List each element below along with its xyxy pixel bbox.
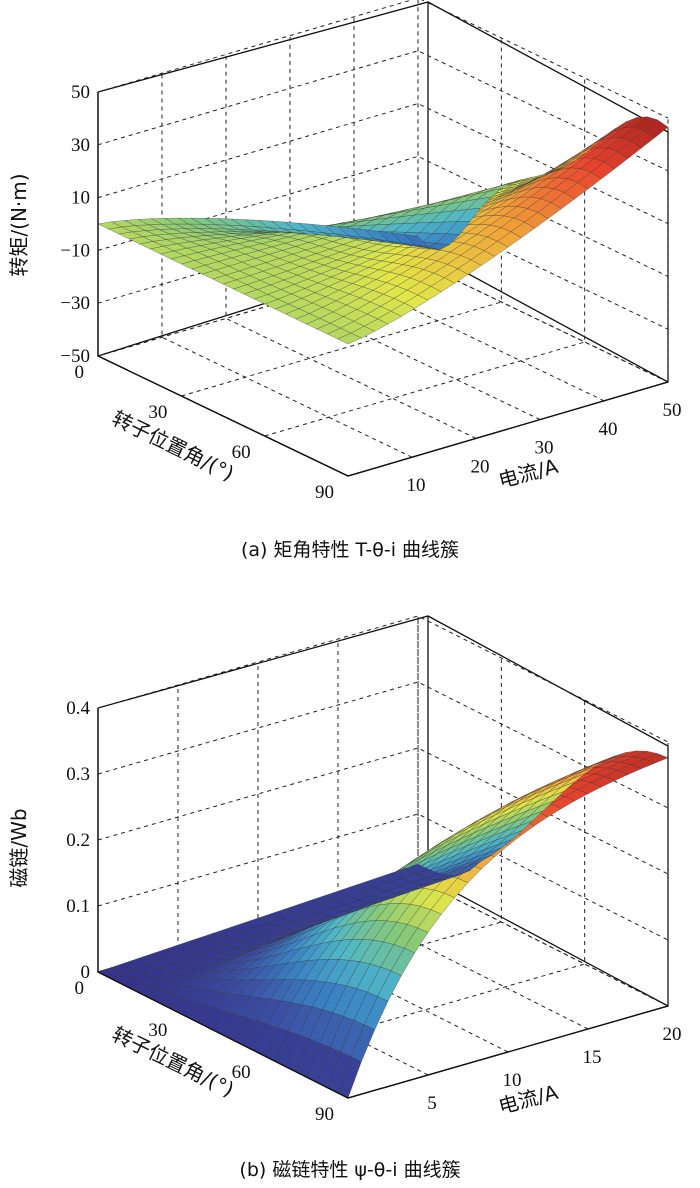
plot-a-y-axis (97, 355, 349, 477)
plot-a-ticks: 50 30 10 −10 −30 −50 10 20 30 40 50 0 30 60 90 (60, 82, 681, 503)
z-gridline (97, 0, 669, 119)
z-tick-label: −30 (60, 293, 90, 314)
y-tick-label: 90 (315, 1104, 334, 1125)
flux-surface-plot: 0.4 0.3 0.2 0.1 0 5 10 15 20 0 30 60 90 磁链/Wb 转子位置角/… (7, 615, 682, 1181)
plot-b-box-floor-right (427, 877, 669, 1007)
plot-b-x-axis (347, 1005, 669, 1099)
plot-a-y-label: 转子位置角/(°) (108, 406, 237, 486)
x-tick-label: 50 (663, 400, 682, 421)
plot-b-caption: (b) 磁链特性 ψ-θ-i 曲线簇 (239, 1159, 460, 1181)
z-tick-label: −50 (60, 346, 90, 367)
plot-a-x-label: 电流/A (496, 454, 561, 493)
plot-b-ticks: 0.4 0.3 0.2 0.1 0 5 10 15 20 0 30 60 90 (66, 698, 681, 1125)
x-tick-label: 15 (583, 1047, 602, 1068)
z-tick-label: 0.4 (66, 698, 90, 719)
plot-b-y-label: 转子位置角/(°) (108, 1022, 237, 1102)
surface-patch (97, 221, 123, 230)
z-tick-label: 0 (81, 962, 91, 983)
y-tick-label: 30 (148, 402, 167, 423)
y-tick-label: 0 (75, 978, 85, 999)
z-gridline (97, 615, 669, 743)
plot-b-grid (97, 615, 669, 1099)
z-tick-label: 50 (71, 82, 90, 103)
z-tick-label: 10 (71, 188, 90, 209)
y-tick-label: 60 (232, 1062, 251, 1083)
x-tick-label: 10 (407, 475, 426, 496)
torque-surface-plot: 50 30 10 −10 −30 −50 10 20 30 40 50 0 30 60 90 转矩/(N·m… (7, 0, 682, 561)
y-tick-label: 90 (315, 482, 334, 503)
z-tick-label: 0.2 (66, 830, 90, 851)
z-tick-label: 0.3 (66, 764, 90, 785)
plot-a-x-axis (347, 381, 669, 477)
x-tick-label: 5 (427, 1093, 437, 1114)
flux-surface (97, 750, 669, 1099)
plot-a-caption: (a) 矩角特性 T-θ-i 曲线簇 (241, 539, 459, 561)
y-tick-label: 60 (232, 442, 251, 463)
x-tick-label: 40 (599, 419, 618, 440)
y-tick-label: 30 (148, 1020, 167, 1041)
z-tick-label: 30 (71, 135, 90, 156)
plot-a-z-label: 转矩/(N·m) (7, 173, 31, 276)
x-tick-label: 20 (663, 1024, 682, 1045)
z-tick-label: −10 (60, 240, 90, 261)
z-gridline (97, 747, 669, 875)
x-tick-label: 20 (471, 456, 490, 477)
x-tick-label: 30 (535, 438, 554, 459)
plot-b-box-back (97, 615, 669, 1099)
torque-surface (97, 116, 669, 345)
plot-b-z-label: 磁链/Wb (7, 808, 31, 887)
z-tick-label: 0.1 (66, 896, 90, 917)
x-tick-label: 10 (503, 1070, 522, 1091)
plot-b-y-axis (97, 971, 349, 1099)
y-tick-label: 0 (75, 362, 85, 383)
